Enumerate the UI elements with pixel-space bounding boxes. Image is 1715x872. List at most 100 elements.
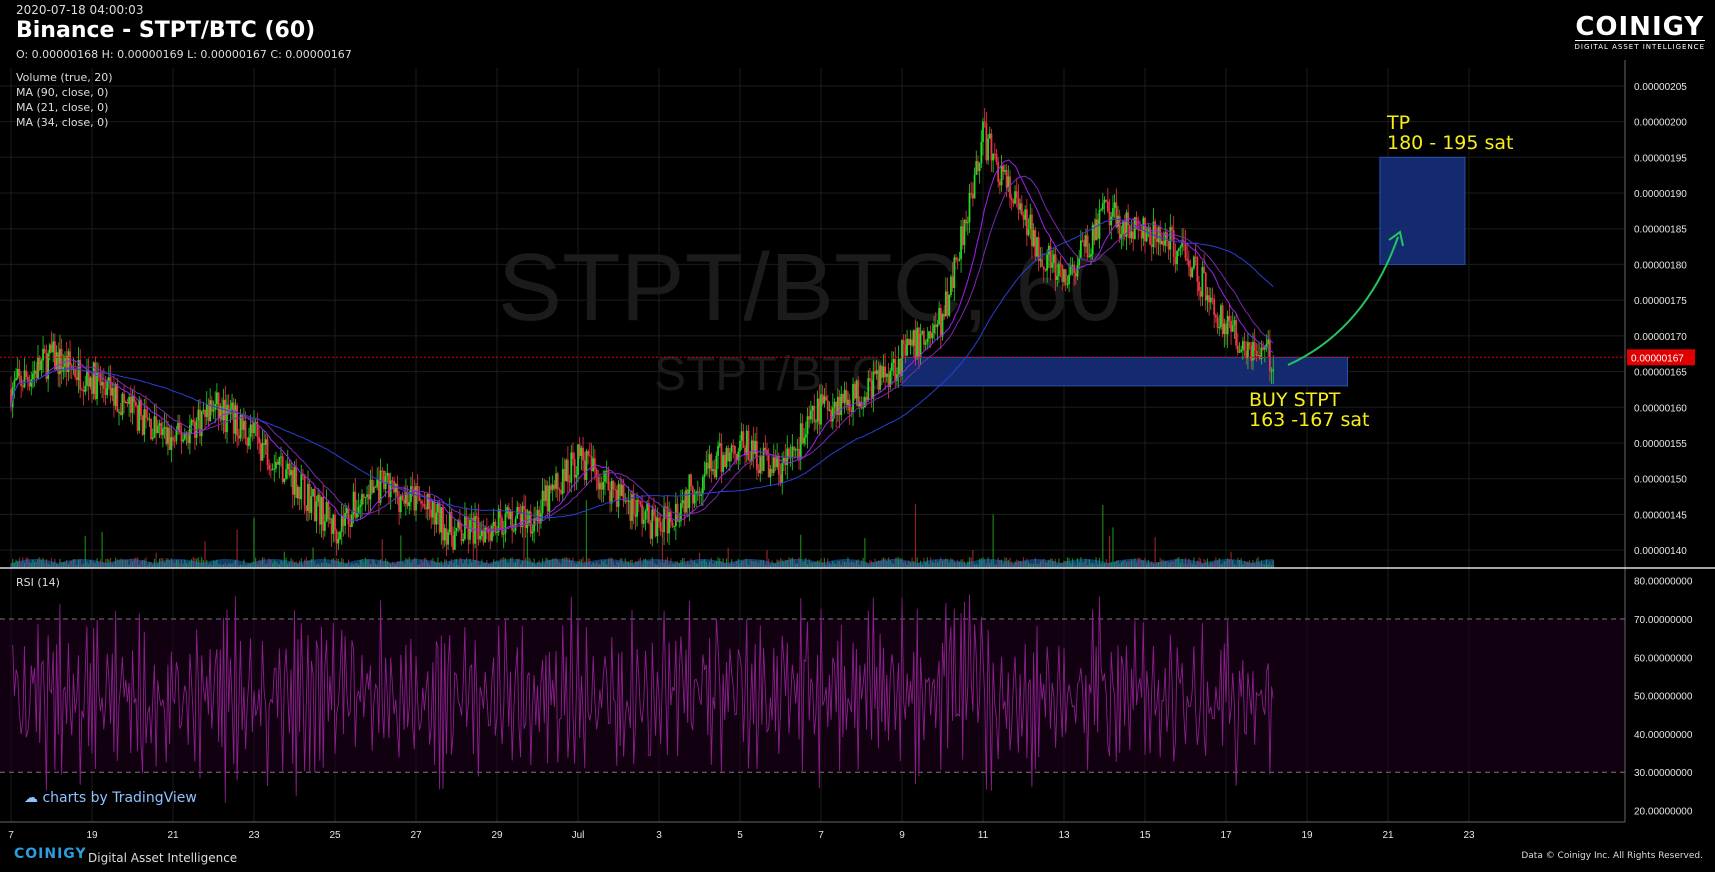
candle-body [604,471,606,482]
volume-bar [1014,561,1016,568]
volume-bar [226,564,228,568]
volume-bar [412,560,414,568]
volume-bar [158,558,161,568]
volume-bar [467,564,469,568]
candle-body [1123,220,1126,237]
price-tick-label: 0.00000165 [1634,368,1687,379]
volume-bar [624,558,626,568]
time-tick-label: 19 [86,830,98,841]
volume-bar [455,558,458,568]
volume-bar [607,558,609,568]
candle-body [1176,251,1178,265]
candle-body [258,437,260,444]
candle-body [641,504,644,524]
candle-body [205,404,208,417]
volume-bar [179,563,181,568]
candle-body [1157,227,1160,243]
volume-bar [906,564,908,568]
candle-body [1052,254,1055,263]
volume-bar [405,557,407,568]
candle-body [202,409,205,412]
volume-bar [876,561,878,568]
candle-body [470,518,473,520]
volume-bar [1102,504,1104,568]
candle-body [1122,220,1124,235]
candle-body [901,340,903,376]
candle-body [437,503,439,513]
candle-body [997,161,1000,182]
volume-bar [425,558,427,568]
volume-bar [103,562,105,568]
candle-body [902,340,905,344]
volume-bar [1173,561,1175,568]
volume-bar [1154,537,1156,568]
volume-bar [248,563,250,568]
candle-body [30,379,33,387]
volume-bar [535,564,537,568]
volume-bar [889,559,891,568]
volume-bar [1179,562,1182,568]
volume-bar [774,563,777,568]
candle-body [138,399,141,431]
volume-bar [1090,563,1092,568]
volume-bar [163,562,166,568]
volume-bar [148,561,150,568]
volume-bar [32,559,34,568]
candle-body [707,462,709,469]
indicator-ma-21[interactable]: MA (21, close, 0) [16,101,109,114]
volume-bar [417,564,419,568]
candle-body [423,504,426,508]
indicator-rsi[interactable]: RSI (14) [16,576,60,589]
volume-bar [128,564,130,568]
indicator-volume[interactable]: Volume (true, 20) [16,71,113,84]
candle-body [939,307,942,337]
candle-body [177,422,179,431]
candle-body [317,494,320,502]
ma-21-line [10,159,1274,532]
indicator-ma-34[interactable]: MA (34, close, 0) [16,116,109,129]
volume-bar [638,559,640,568]
chart-title: Binance - STPT/BTC (60) [16,18,316,43]
candle-body [499,509,502,518]
candle-body [1144,217,1146,242]
candle-body [113,388,115,406]
candle-body [1083,240,1086,247]
volume-bar [329,564,331,568]
candle-body [1066,284,1069,286]
candle-body [983,121,986,123]
volume-bar [736,560,738,568]
volume-bar [243,559,245,568]
volume-bar [1117,560,1119,568]
volume-bar [719,558,721,568]
volume-bar [673,563,675,568]
candle-body [1247,342,1249,359]
volume-bar [1048,559,1050,568]
volume-bar [430,559,432,568]
candle-body [1031,214,1033,247]
volume-bar [96,558,98,568]
volume-bar [40,560,42,568]
volume-bar [406,559,409,568]
volume-bar [437,557,439,568]
candle-body [676,503,679,521]
candle-body [575,474,578,478]
volume-bar [904,561,906,568]
volume-bar [1081,562,1084,568]
candle-body [793,446,795,451]
volume-bar [943,559,945,568]
candle-body [779,474,782,484]
volume-bar [261,557,264,568]
tradingview-credit[interactable]: ☁ charts by TradingView [24,790,197,806]
candle-body [180,432,183,442]
candle-body [300,474,303,500]
candle-body [175,430,178,441]
candle-body [653,509,655,516]
indicator-ma-90[interactable]: MA (90, close, 0) [16,86,109,99]
candle-body [114,383,117,406]
candle-body [1015,191,1018,198]
candle-body [320,496,323,525]
volume-bar [1093,564,1095,568]
volume-bar [938,560,940,568]
candle-body [155,416,158,434]
candle-body [906,339,908,356]
